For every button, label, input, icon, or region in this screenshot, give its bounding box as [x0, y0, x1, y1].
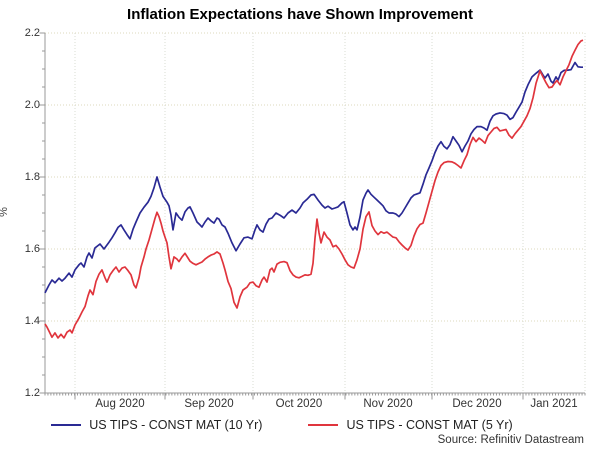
x-tick-label: Sep 2020: [184, 398, 234, 410]
y-tick-label: 1.8: [24, 170, 40, 183]
legend-item-10yr: US TIPS - CONST MAT (10 Yr): [51, 418, 262, 432]
series-line-10yr: [44, 61, 583, 294]
legend-label: US TIPS - CONST MAT (10 Yr): [89, 418, 263, 432]
y-tick-label: 1.4: [24, 314, 40, 327]
x-tick-label: Aug 2020: [95, 398, 145, 410]
y-tick-label: 2.2: [24, 26, 40, 39]
legend-item-5yr: US TIPS - CONST MAT (5 Yr): [308, 418, 513, 432]
source-text: Source: Refinitiv Datastream: [437, 434, 584, 446]
legend-swatch-icon: [51, 424, 82, 426]
x-tick-label: Jan 2021: [530, 398, 578, 410]
legend-swatch-icon: [308, 424, 339, 426]
x-tick-label: Oct 2020: [275, 398, 323, 410]
legend: US TIPS - CONST MAT (10 Yr) US TIPS - CON…: [0, 415, 582, 435]
legend-label: US TIPS - CONST MAT (5 Yr): [346, 418, 513, 432]
series-line-5yr: [44, 39, 584, 339]
chart-title: Inflation Expectations have Shown Improv…: [127, 6, 473, 23]
y-axis-label: %: [0, 207, 10, 217]
x-tick-label: Dec 2020: [452, 398, 502, 410]
y-tick-label: 2.0: [24, 98, 40, 111]
y-tick-label: 1.6: [24, 242, 40, 255]
y-tick-label: 1.2: [24, 386, 40, 399]
x-tick-label: Nov 2020: [363, 398, 413, 410]
